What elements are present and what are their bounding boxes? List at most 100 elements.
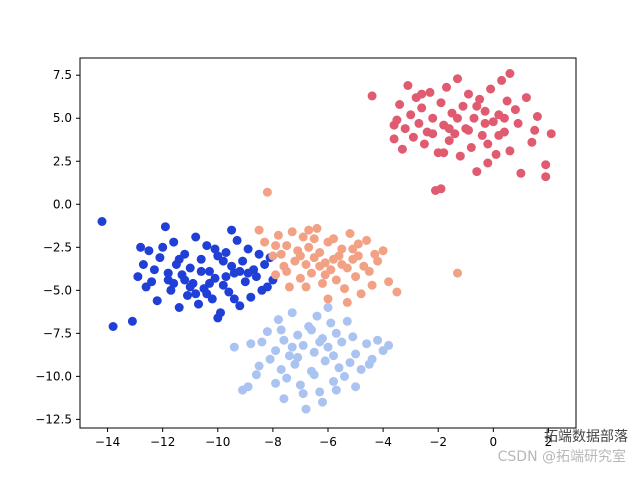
scatter-point — [444, 136, 454, 146]
scatter-point — [243, 244, 253, 254]
y-tick-label: −12.5 — [35, 412, 72, 426]
scatter-point — [307, 325, 316, 335]
scatter-point — [472, 167, 482, 177]
y-tick-label: −10.0 — [35, 369, 72, 383]
scatter-point — [180, 275, 190, 285]
watermark-text: CSDN @拓端研究室 — [497, 449, 626, 465]
scatter-point — [284, 351, 294, 361]
scatter-point — [315, 387, 325, 397]
x-tick-label: −4 — [374, 435, 392, 449]
scatter-point — [403, 81, 413, 90]
scatter-point — [417, 103, 427, 113]
scatter-point — [271, 241, 281, 251]
scatter-point — [210, 244, 220, 254]
scatter-point — [453, 74, 462, 84]
scatter-point — [271, 346, 281, 356]
scatter-point — [329, 377, 338, 386]
scatter-point — [235, 301, 245, 311]
scatter-point — [284, 282, 294, 292]
y-tick-label: 7.5 — [53, 68, 72, 82]
scatter-point — [238, 256, 248, 266]
scatter-point — [340, 284, 349, 294]
scatter-point — [351, 349, 361, 359]
scatter-point — [174, 303, 184, 312]
x-tick-label: 0 — [490, 435, 498, 449]
x-tick-label: −2 — [429, 435, 447, 449]
scatter-point — [262, 187, 272, 197]
scatter-point — [477, 130, 487, 140]
scatter-point — [205, 278, 214, 288]
scatter-point — [301, 260, 311, 269]
scatter-point — [262, 282, 272, 292]
scatter-point — [221, 248, 231, 257]
scatter-point — [351, 382, 361, 392]
scatter-point — [378, 246, 388, 256]
scatter-point — [483, 139, 493, 149]
scatter-point — [527, 137, 537, 147]
scatter-point — [312, 311, 322, 321]
scatter-point — [464, 89, 473, 99]
scatter-point — [329, 234, 338, 244]
scatter-point — [276, 325, 286, 335]
scatter-point — [183, 291, 192, 300]
scatter-point — [483, 158, 493, 168]
scatter-point — [480, 106, 490, 116]
scatter-point — [298, 232, 308, 242]
scatter-point — [271, 378, 281, 388]
scatter-point — [138, 260, 148, 269]
scatter-point — [276, 365, 286, 374]
scatter-point — [406, 110, 416, 120]
scatter-point — [287, 308, 297, 318]
scatter-point — [152, 296, 162, 306]
scatter-point — [436, 184, 446, 194]
scatter-point — [301, 404, 311, 414]
scatter-point — [488, 117, 498, 127]
scatter-point — [480, 118, 490, 128]
scatter-point — [254, 361, 264, 371]
scatter-point — [196, 254, 206, 264]
scatter-point — [414, 118, 424, 128]
scatter-point — [133, 272, 143, 282]
scatter-point — [353, 251, 363, 261]
scatter-point — [194, 299, 203, 309]
scatter-point — [273, 230, 283, 240]
scatter-point — [342, 297, 352, 307]
scatter-point — [155, 253, 165, 263]
scatter-point — [370, 249, 380, 259]
scatter-point — [185, 263, 195, 273]
scatter-point — [295, 380, 305, 390]
scatter-point — [472, 101, 482, 111]
scatter-point — [541, 172, 551, 182]
scatter-point — [348, 244, 358, 254]
y-tick-label: −7.5 — [43, 326, 72, 340]
scatter-point — [397, 144, 407, 154]
scatter-point — [271, 270, 281, 280]
scatter-point — [373, 335, 383, 345]
scatter-point — [425, 87, 435, 97]
scatter-point — [362, 235, 372, 245]
x-tick-label: −14 — [95, 435, 120, 449]
scatter-point — [329, 254, 338, 264]
scatter-point — [257, 337, 267, 347]
scatter-point — [408, 132, 418, 142]
scatter-point — [348, 332, 358, 342]
scatter-point — [309, 347, 319, 357]
scatter-point — [290, 359, 300, 369]
scatter-point — [364, 359, 374, 369]
scatter-point — [494, 130, 504, 140]
scatter-point — [367, 91, 377, 101]
scatter-point — [384, 277, 394, 287]
scatter-point — [323, 342, 333, 352]
scatter-point — [464, 125, 473, 135]
scatter-point — [334, 363, 344, 373]
scatter-point — [315, 261, 325, 271]
scatter-point — [262, 327, 272, 337]
scatter-point — [144, 246, 154, 256]
scatter-point — [149, 265, 159, 275]
scatter-point — [453, 113, 462, 123]
scatter-point — [298, 389, 308, 399]
scatter-point — [265, 354, 275, 364]
y-tick-label: 2.5 — [53, 154, 72, 168]
watermark: CSDN @拓端研究室 — [498, 446, 626, 466]
scatter-point — [367, 280, 377, 290]
